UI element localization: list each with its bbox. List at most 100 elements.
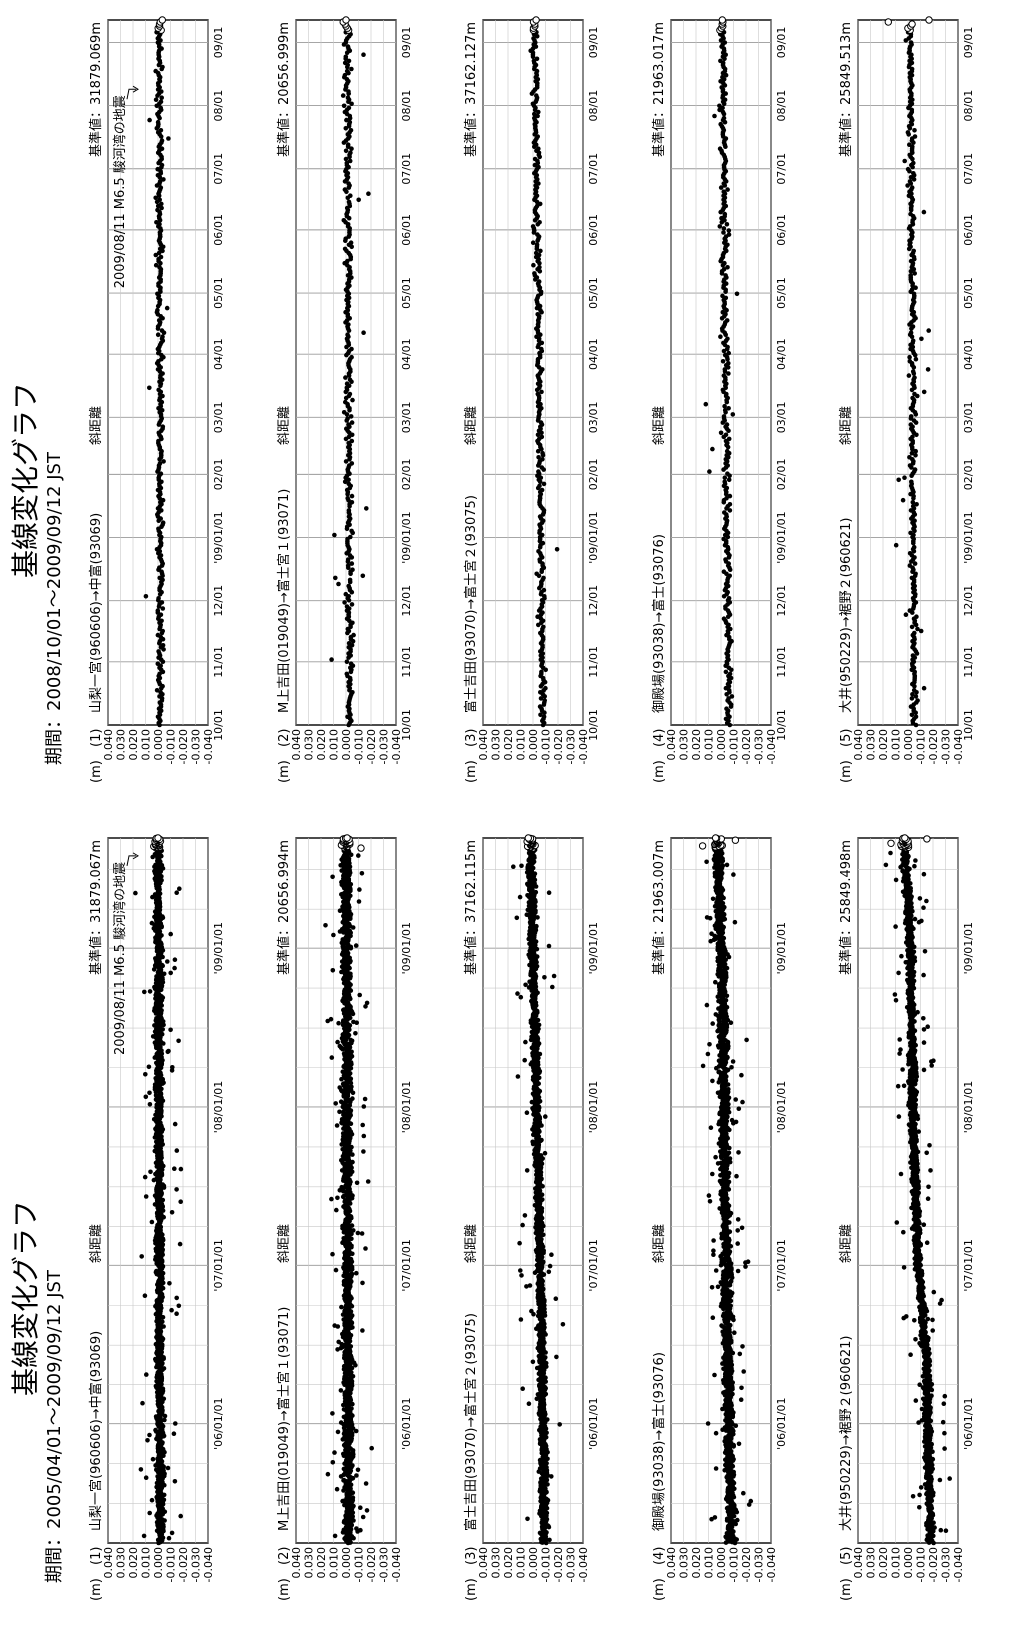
data-point <box>176 1303 182 1309</box>
data-point <box>142 1293 148 1298</box>
baseline-name: 御殿場(93038)→富士(93076) <box>651 1352 667 1531</box>
y-tick-label: 0.020 <box>127 1547 140 1579</box>
data-point <box>168 931 173 937</box>
subplot-1: (m)(1)山梨一宮(960606)→中富(93069)斜距離基準値：31879… <box>88 834 225 1601</box>
data-point <box>511 864 516 869</box>
data-point <box>133 890 138 896</box>
data-point <box>542 974 547 980</box>
data-point <box>166 1535 172 1541</box>
data-point <box>174 1295 179 1301</box>
data-point <box>338 1388 344 1393</box>
data-point <box>334 1486 340 1492</box>
data-point <box>365 1179 371 1184</box>
reference-value: 基準値：21963.007m <box>651 840 667 975</box>
x-tick-label: '07/01/01 <box>587 1239 600 1291</box>
data-point <box>143 1094 149 1100</box>
data-point <box>168 970 173 976</box>
data-point <box>335 1429 341 1435</box>
y-tick-label: 0.030 <box>490 1547 503 1579</box>
data-point <box>178 1513 183 1519</box>
data-point <box>337 1043 343 1049</box>
data-point <box>351 1019 356 1025</box>
data-point <box>149 1497 155 1503</box>
data-point <box>162 1417 167 1423</box>
data-point <box>369 1445 375 1451</box>
data-point <box>154 1528 160 1533</box>
y-tick-label: 0.020 <box>502 1547 515 1579</box>
data-point <box>174 1311 179 1316</box>
data-point <box>337 1109 342 1115</box>
x-tick-label: '06/01/01 <box>400 1397 413 1449</box>
x-tick-label: '08/01/01 <box>587 1081 600 1133</box>
data-point <box>364 1000 370 1006</box>
x-tick-label: '07/01/01 <box>400 1239 413 1291</box>
data-point <box>178 1166 184 1172</box>
data-point <box>143 1194 149 1199</box>
data-point <box>522 1057 528 1063</box>
data-point <box>336 1339 342 1345</box>
x-tick-label: '08/01/01 <box>775 1081 788 1133</box>
data-point <box>172 1479 178 1484</box>
data-point <box>140 1400 145 1406</box>
data-point <box>343 834 351 842</box>
x-tick-label: '08/01/01 <box>212 1081 225 1133</box>
data-point <box>361 1104 367 1109</box>
x-tick-label: '09/01/01 <box>587 922 600 974</box>
data-point <box>330 1251 335 1257</box>
data-point <box>332 1450 337 1455</box>
data-point <box>330 1411 335 1416</box>
x-tick-label: '09/01/01 <box>400 922 413 974</box>
data-point <box>356 899 362 904</box>
y-tick-label: 0.030 <box>678 1547 691 1579</box>
data-point <box>354 1180 360 1186</box>
x-tick-label: '09/01/01 <box>775 922 788 974</box>
y-tick-label: -0.010 <box>165 1547 178 1582</box>
data-point <box>154 1268 159 1274</box>
data-point <box>153 1427 158 1433</box>
data-point <box>360 1122 366 1128</box>
data-point <box>174 1187 179 1192</box>
data-point <box>364 1508 370 1513</box>
data-point <box>334 1207 339 1213</box>
data-point <box>173 1421 178 1426</box>
y-unit-label: (m) <box>652 1578 667 1601</box>
y-tick-label: 0.030 <box>303 1547 316 1579</box>
data-point <box>332 1533 338 1539</box>
data-point <box>174 890 179 895</box>
data-point <box>333 1101 339 1106</box>
y-tick-label: -0.010 <box>353 1547 366 1582</box>
data-point <box>525 1516 530 1522</box>
data-point <box>338 1420 344 1425</box>
data-point <box>165 1465 171 1471</box>
data-point <box>553 1296 559 1301</box>
data-point <box>354 1270 359 1276</box>
data-point <box>138 1467 144 1472</box>
data-point <box>358 1505 363 1510</box>
data-point <box>167 1280 172 1286</box>
data-point <box>357 844 365 852</box>
y-tick-label: -0.040 <box>202 1547 215 1582</box>
data-point <box>518 1317 524 1322</box>
data-point <box>524 834 532 842</box>
y-tick-label: 0.030 <box>115 1547 128 1579</box>
baseline-name: 富士吉田(93070)→富士宮２(93075) <box>463 1313 479 1531</box>
y-tick-label: 0.000 <box>340 1547 353 1579</box>
baseline-name: M上吉田(019049)→富士宮１(93071) <box>276 1307 292 1531</box>
data-point <box>356 853 361 858</box>
data-point <box>519 1273 524 1278</box>
data-point <box>354 1473 359 1478</box>
data-point <box>170 1064 175 1070</box>
baseline-name: 山梨一宮(960606)→中富(93069) <box>88 1331 104 1531</box>
measure-type-label: 斜距離 <box>464 1224 479 1263</box>
data-point <box>546 1269 552 1275</box>
data-point <box>177 886 182 891</box>
data-point <box>149 1219 155 1225</box>
data-point <box>359 1231 365 1236</box>
data-point <box>147 1510 152 1516</box>
data-point <box>514 915 520 921</box>
subplot-4: (m)(4)御殿場(93038)→富士(93076)斜距離基準値：21963.0… <box>651 834 788 1601</box>
data-point <box>154 834 162 842</box>
data-point <box>147 1432 152 1438</box>
data-point <box>543 1114 548 1119</box>
